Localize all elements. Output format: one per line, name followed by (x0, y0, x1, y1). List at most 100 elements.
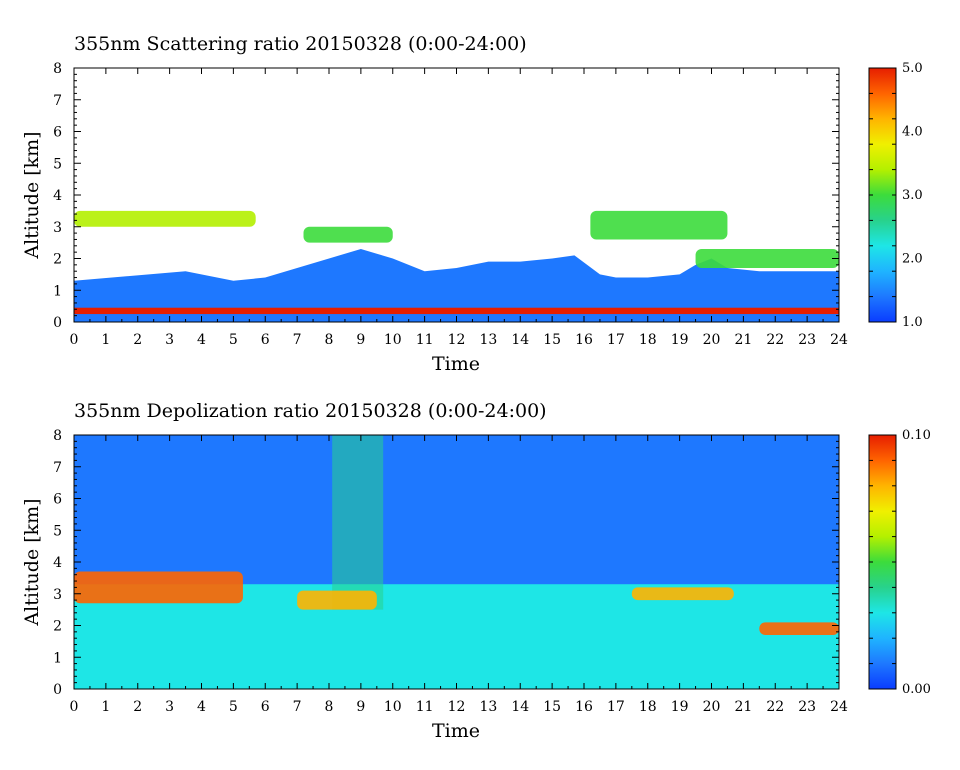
x-tick-label: 24 (830, 332, 848, 348)
depolarization-noise-band-2 (332, 435, 384, 610)
y-tick-label: 3 (53, 220, 62, 236)
scattering-cloud-4 (590, 210, 728, 240)
x-tick-label: 13 (479, 699, 497, 715)
y-tick-label: 8 (53, 61, 62, 77)
x-tick-label: 19 (671, 699, 689, 715)
scattering-cloud-3 (303, 226, 393, 243)
depolarization-colorbar: 0.00 0.10 (868, 428, 931, 697)
scattering-y-ticks: 0 1 2 3 4 5 6 7 8 (53, 61, 839, 331)
y-tick-label: 2 (53, 619, 62, 635)
depolarization-ylabel: Altitude [km] (21, 498, 43, 626)
x-tick-label: 9 (356, 332, 365, 348)
depolarization-panel: 355nm Depolization ratio 20150328 (0:00-… (21, 400, 931, 742)
x-tick-label: 0 (70, 699, 79, 715)
colorbar-label: 5.0 (902, 61, 923, 76)
colorbar-label: 1.0 (902, 315, 923, 330)
x-tick-label: 2 (133, 699, 142, 715)
x-tick-label: 7 (293, 332, 302, 348)
depolarization-heatmap (74, 435, 839, 689)
scattering-xlabel: Time (432, 353, 480, 375)
scattering-ylabel: Altitude [km] (21, 131, 43, 259)
x-tick-label: 10 (384, 332, 402, 348)
y-tick-label: 0 (53, 315, 62, 331)
scattering-plot-area (73, 67, 840, 323)
y-tick-label: 3 (53, 587, 62, 603)
depolarization-y-ticks: 0 1 2 3 4 5 6 7 8 (53, 428, 839, 698)
colorbar-label: 0.10 (902, 428, 931, 443)
x-tick-label: 5 (229, 699, 238, 715)
x-tick-label: 0 (70, 332, 79, 348)
scattering-title: 355nm Scattering ratio 20150328 (0:00-24… (74, 33, 527, 55)
y-tick-label: 6 (53, 492, 62, 508)
x-tick-label: 19 (671, 332, 689, 348)
x-tick-label: 8 (325, 332, 334, 348)
colorbar-label: 4.0 (902, 125, 923, 140)
x-tick-label: 15 (543, 332, 561, 348)
x-tick-label: 11 (416, 699, 434, 715)
y-tick-label: 4 (53, 555, 62, 571)
y-tick-label: 8 (53, 428, 62, 444)
depolarization-cloud-5 (631, 587, 734, 601)
depolarization-x-ticks: 0 1 2 3 4 5 6 7 8 9 10 11 12 13 14 15 16 17 18 19 20 21 22 23 24 (70, 435, 848, 715)
y-tick-label: 7 (53, 460, 62, 476)
x-tick-label: 13 (479, 332, 497, 348)
x-tick-label: 15 (543, 699, 561, 715)
x-tick-label: 8 (325, 699, 334, 715)
depolarization-title: 355nm Depolization ratio 20150328 (0:00-… (74, 400, 547, 422)
x-tick-label: 11 (416, 332, 434, 348)
y-tick-label: 4 (53, 188, 62, 204)
scattering-heatmap (74, 210, 839, 322)
x-tick-label: 1 (101, 699, 110, 715)
x-tick-label: 20 (703, 332, 721, 348)
x-tick-label: 4 (197, 699, 206, 715)
scattering-colorbar-bar (868, 67, 897, 323)
depolarization-cloud-4 (297, 590, 377, 610)
x-tick-label: 17 (607, 332, 625, 348)
x-tick-label: 4 (197, 332, 206, 348)
y-tick-label: 7 (53, 93, 62, 109)
x-tick-label: 18 (639, 332, 657, 348)
x-tick-label: 18 (639, 699, 657, 715)
y-tick-label: 6 (53, 125, 62, 141)
y-tick-label: 1 (53, 283, 62, 299)
x-tick-label: 23 (798, 699, 816, 715)
x-tick-label: 17 (607, 699, 625, 715)
x-tick-label: 24 (830, 699, 848, 715)
x-tick-label: 14 (511, 332, 529, 348)
depolarization-cloud-6 (759, 622, 839, 636)
x-tick-label: 12 (448, 332, 466, 348)
x-tick-label: 9 (356, 699, 365, 715)
y-tick-label: 5 (53, 156, 62, 172)
x-tick-label: 3 (165, 332, 174, 348)
colorbar-label: 2.0 (902, 252, 923, 267)
scattering-x-ticks: 0 1 2 3 4 5 6 7 8 9 10 11 12 13 14 15 16 17 18 19 20 21 22 23 24 (70, 68, 848, 348)
scattering-cloud-5 (695, 248, 839, 269)
x-tick-label: 7 (293, 699, 302, 715)
x-tick-label: 2 (133, 332, 142, 348)
x-tick-label: 10 (384, 699, 402, 715)
y-tick-label: 2 (53, 252, 62, 268)
scattering-colorbar: 1.0 2.0 3.0 4.0 5.0 (868, 61, 923, 330)
x-tick-label: 6 (261, 332, 270, 348)
x-tick-label: 20 (703, 699, 721, 715)
depolarization-colorbar-bar (868, 434, 897, 690)
y-tick-label: 5 (53, 523, 62, 539)
scattering-surface-layer-1 (74, 307, 839, 315)
x-tick-label: 16 (575, 332, 593, 348)
x-tick-label: 22 (766, 699, 784, 715)
scattering-panel: 355nm Scattering ratio 20150328 (0:00-24… (21, 33, 923, 375)
scattering-boundary-layer-0 (74, 248, 839, 322)
x-tick-label: 23 (798, 332, 816, 348)
depolarization-plot-area (73, 434, 840, 690)
depolarization-background-0 (74, 435, 839, 594)
colorbar-label: 3.0 (902, 188, 923, 203)
y-tick-label: 0 (53, 682, 62, 698)
scattering-cloud-2 (74, 210, 256, 227)
x-tick-label: 3 (165, 699, 174, 715)
x-tick-label: 5 (229, 332, 238, 348)
x-tick-label: 14 (511, 699, 529, 715)
x-tick-label: 22 (766, 332, 784, 348)
x-tick-label: 21 (734, 699, 752, 715)
depolarization-cloud-3 (74, 571, 243, 604)
